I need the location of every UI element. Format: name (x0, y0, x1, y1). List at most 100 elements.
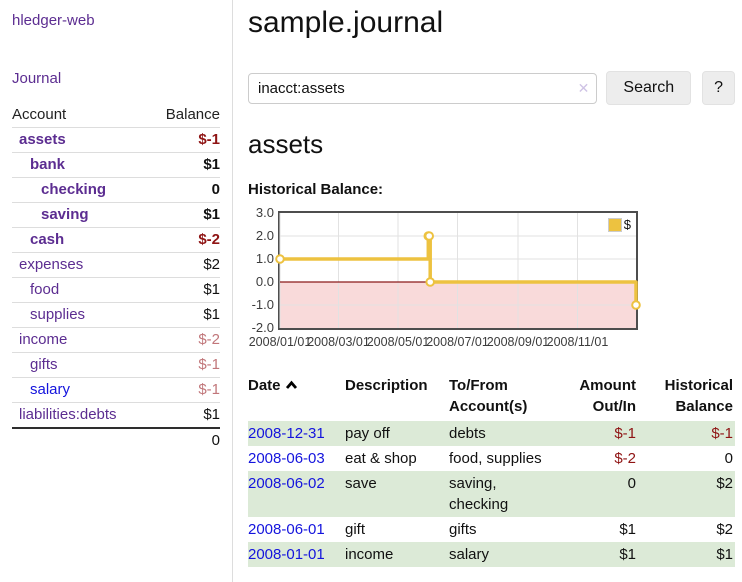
transaction-balance: $2 (716, 475, 733, 492)
page-title: sample.journal (248, 6, 444, 39)
account-link-cash[interactable]: cash (30, 231, 65, 248)
transaction-amount: $1 (619, 546, 636, 563)
accounts-table-body: assets $-1 bank $1 checking 0 saving $1 cash $-2 e… (12, 127, 220, 454)
main-content: sample.journal ✕ Search ? assets Histori… (248, 0, 735, 567)
account-row: saving $1 (12, 202, 220, 228)
y-axis-tick-label: 0.0 (255, 274, 274, 289)
transaction-balance: $2 (716, 521, 733, 538)
register-header-date[interactable]: Date (248, 373, 345, 421)
account-link-supplies[interactable]: supplies (30, 306, 86, 323)
account-link-gifts[interactable]: gifts (30, 356, 58, 373)
transaction-accounts: food, supplies (449, 450, 542, 467)
register-row: 2008-01-01 income salary $1 $1 (248, 542, 735, 567)
account-link-expenses[interactable]: expenses (19, 256, 84, 273)
transaction-amount: $-2 (614, 450, 636, 467)
accounts-header-account: Account (12, 106, 67, 123)
account-link-assets[interactable]: assets (19, 131, 66, 148)
account-balance: $-1 (198, 381, 220, 398)
chart-title: Historical Balance: (248, 181, 384, 198)
account-balance: $1 (203, 406, 220, 423)
account-link-saving[interactable]: saving (41, 206, 89, 223)
transaction-description: eat & shop (345, 450, 417, 467)
transaction-balance: $1 (716, 546, 733, 563)
account-balance: $-2 (198, 231, 220, 248)
account-row: bank $1 (12, 152, 220, 178)
sort-asc-icon (285, 380, 297, 389)
account-balance: $1 (203, 156, 220, 173)
search-button[interactable]: Search (606, 71, 692, 105)
account-balance: $-1 (198, 356, 220, 373)
accounts-header-balance: Balance (165, 106, 220, 123)
search-form: ✕ Search ? (248, 71, 735, 105)
account-row: salary $-1 (12, 377, 220, 403)
chart-plot-area: $ (275, 211, 641, 330)
account-balance: $1 (203, 306, 220, 323)
sidebar-item-journal[interactable]: Journal (12, 70, 62, 87)
register-header-description: Description (345, 377, 428, 394)
transaction-description: income (345, 546, 394, 563)
account-heading: assets (248, 129, 324, 159)
account-link-salary[interactable]: salary (30, 381, 71, 398)
account-row: gifts $-1 (12, 352, 220, 378)
account-balance: $-1 (198, 131, 220, 148)
transaction-date-link[interactable]: 2008-01-01 (248, 546, 325, 563)
transaction-amount: $1 (619, 521, 636, 538)
account-row: cash $-2 (12, 227, 220, 253)
accounts-total-value: 0 (211, 432, 220, 449)
account-row: supplies $1 (12, 302, 220, 328)
transaction-date-link[interactable]: 2008-06-02 (248, 475, 325, 492)
register-row: 2008-06-02 save saving, checking 0 $2 (248, 471, 735, 517)
y-axis-tick-label: 3.0 (255, 205, 274, 220)
app-title-link[interactable]: hledger-web (12, 12, 95, 29)
account-link-liabilities-debts[interactable]: liabilities:debts (19, 406, 117, 423)
account-row: assets $-1 (12, 127, 220, 153)
register-row: 2008-06-03 eat & shop food, supplies $-2 0 (248, 446, 735, 471)
register-header-date-label: Date (248, 377, 281, 394)
search-input[interactable] (248, 72, 598, 104)
chart-canvas (275, 213, 641, 328)
register-header-accounts: To/From Account(s) (449, 377, 528, 415)
transaction-description: pay off (345, 425, 390, 442)
account-balance: $-2 (198, 331, 220, 348)
x-axis-tick-label: 2008/01/01 (248, 335, 312, 349)
register-row: 2008-12-31 pay off debts $-1 $-1 (248, 421, 735, 446)
register-row: 2008-06-01 gift gifts $1 $2 (248, 517, 735, 542)
transaction-date-link[interactable]: 2008-06-03 (248, 450, 325, 467)
transaction-amount: $-1 (614, 425, 636, 442)
account-link-bank[interactable]: bank (30, 156, 66, 173)
accounts-total-row: 0 (12, 428, 220, 453)
x-axis-tick-label: 2008/11/01 (546, 335, 609, 349)
y-axis-tick-label: -2.0 (251, 320, 274, 335)
x-axis-tick-label: 2008/03/01 (307, 335, 370, 349)
transaction-date-link[interactable]: 2008-06-01 (248, 521, 325, 538)
legend-label: $ (623, 217, 631, 232)
transaction-amount: 0 (627, 475, 636, 492)
register-table-body: 2008-12-31 pay off debts $-1 $-1 2008-06-03 ea… (248, 421, 735, 567)
register-table: Date Description To/From Account(s) Amou… (248, 373, 735, 567)
y-axis-tick-label: 2.0 (255, 228, 274, 243)
accounts-table: Account Balance assets $-1 bank $1 checking 0… (12, 104, 220, 453)
account-row: food $1 (12, 277, 220, 303)
account-link-food[interactable]: food (30, 281, 60, 298)
account-link-checking[interactable]: checking (41, 181, 107, 198)
transaction-balance: $-1 (711, 425, 733, 442)
legend-swatch-icon (607, 217, 622, 232)
transaction-date-link[interactable]: 2008-12-31 (248, 425, 325, 442)
x-axis-tick-label: 2008/07/01 (426, 335, 489, 349)
account-balance: $2 (203, 256, 220, 273)
y-axis-tick-label: -1.0 (251, 297, 274, 312)
transaction-balance: 0 (724, 450, 733, 467)
chart-legend: $ (605, 216, 633, 233)
register-header-balance: Historical Balance (664, 377, 733, 415)
clear-icon[interactable]: ✕ (577, 79, 590, 96)
account-row: liabilities:debts $1 (12, 402, 220, 429)
account-row: income $-2 (12, 327, 220, 353)
transaction-accounts: saving, checking (449, 475, 509, 513)
account-row: checking 0 (12, 177, 220, 203)
account-balance: $1 (203, 206, 220, 223)
help-button[interactable]: ? (702, 71, 735, 105)
transaction-description: gift (345, 521, 366, 538)
account-link-income[interactable]: income (19, 331, 68, 348)
x-axis-tick-label: 2008/09/01 (486, 335, 550, 349)
y-axis-tick-label: 1.0 (255, 251, 274, 266)
